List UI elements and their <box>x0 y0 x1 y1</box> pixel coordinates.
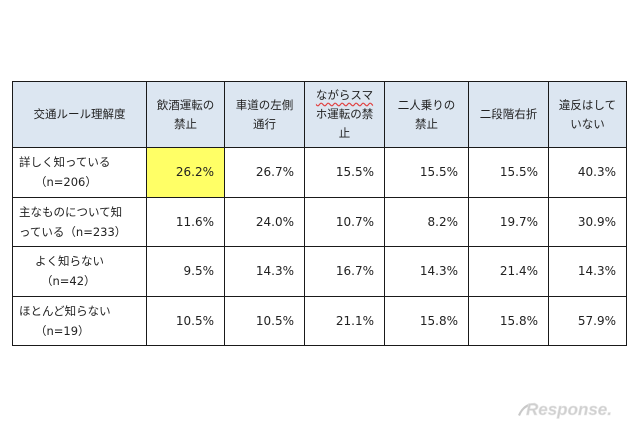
table-cell: 14.3% <box>548 246 627 297</box>
row-label: 詳しく知っている （n=206） <box>12 147 147 198</box>
table-cell: 10.5% <box>146 295 225 346</box>
header-cell-understanding: 交通ルール理解度 <box>12 81 147 148</box>
response-logo: Response. <box>518 400 612 419</box>
table-cell: 8.2% <box>384 196 469 247</box>
table-cell: 16.7% <box>304 246 385 297</box>
traffic-rule-table: 交通ルール理解度 飲酒運転の 禁止 車道の左側 通行 ながらスマ ホ運転の禁止 二人乗… <box>12 81 627 346</box>
logo-text: Response. <box>526 400 612 419</box>
header-cell-double-riding: 二人乗りの 禁止 <box>384 81 469 148</box>
table-cell: 15.8% <box>384 295 469 346</box>
header-cell-keep-left: 車道の左側 通行 <box>224 81 305 148</box>
row-label: よく知らない （n=42） <box>12 246 147 297</box>
row-label: 主なものについて知 っている（n=233） <box>12 196 147 247</box>
table-cell: 57.9% <box>548 295 627 346</box>
table-cell: 15.5% <box>384 147 469 198</box>
table-cell: 14.3% <box>384 246 469 297</box>
table-cell: 11.6% <box>146 196 225 247</box>
logo-swoosh-icon <box>518 402 536 416</box>
table-cell: 26.7% <box>224 147 305 198</box>
header-cell-drunk-driving: 飲酒運転の 禁止 <box>146 81 225 148</box>
table-cell: 15.5% <box>468 147 549 198</box>
table-cell: 40.3% <box>548 147 627 198</box>
table-cell: 24.0% <box>224 196 305 247</box>
table-cell: 19.7% <box>468 196 549 247</box>
table-cell: 14.3% <box>224 246 305 297</box>
table-cell: 15.8% <box>468 295 549 346</box>
table-cell: 21.1% <box>304 295 385 346</box>
table-cell: 10.5% <box>224 295 305 346</box>
table-cell: 15.5% <box>304 147 385 198</box>
table-row: よく知らない （n=42） 9.5% 14.3% 16.7% 14.3% 21.4… <box>12 246 627 297</box>
table-row: ほとんど知らない （n=19） 10.5% 10.5% 21.1% 15.8% 1… <box>12 295 627 346</box>
table-cell: 10.7% <box>304 196 385 247</box>
row-label: ほとんど知らない （n=19） <box>12 295 147 346</box>
table-row: 主なものについて知 っている（n=233） 11.6% 24.0% 10.7% 8… <box>12 196 627 247</box>
header-cell-two-step-turn: 二段階右折 <box>468 81 549 148</box>
table-cell: 30.9% <box>548 196 627 247</box>
header-cell-distracted-phone: ながらスマ ホ運転の禁止 <box>304 81 385 148</box>
header-cell-no-violation: 違反はして いない <box>548 81 627 148</box>
table-row: 詳しく知っている （n=206） 26.2% 26.7% 15.5% 15.5% … <box>12 147 627 198</box>
table-cell: 21.4% <box>468 246 549 297</box>
highlighted-cell: 26.2% <box>146 147 225 198</box>
table-cell: 9.5% <box>146 246 225 297</box>
header-row: 交通ルール理解度 飲酒運転の 禁止 車道の左側 通行 ながらスマ ホ運転の禁止 二人乗… <box>12 81 627 148</box>
